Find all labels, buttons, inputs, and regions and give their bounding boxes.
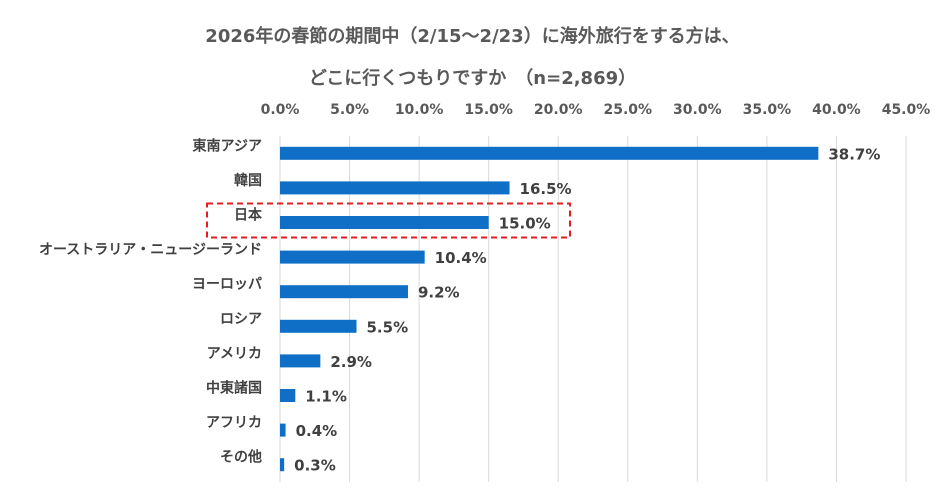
bar xyxy=(280,319,357,333)
data-label: 0.3% xyxy=(294,457,336,475)
category-label: 日本 xyxy=(234,207,263,224)
chart-title-line2: どこに行くつもりですか （n=2,869） xyxy=(308,68,637,89)
data-label: 5.5% xyxy=(367,318,409,336)
bar xyxy=(280,458,285,472)
category-label: オーストラリア・ニュージーランド xyxy=(39,242,262,258)
data-label: 15.0% xyxy=(499,215,551,233)
category-label: 韓国 xyxy=(234,172,262,189)
category-labels: 東南アジア韓国日本オーストラリア・ニュージーランドヨーロッパロシアアメリカ中東諸… xyxy=(39,137,263,465)
bars xyxy=(280,146,819,472)
bar xyxy=(280,216,489,229)
category-label: アフリカ xyxy=(206,415,262,431)
x-tick-label: 5.0% xyxy=(330,102,369,118)
category-label: その他 xyxy=(220,449,262,466)
data-label: 2.9% xyxy=(330,353,372,371)
category-label: 中東諸国 xyxy=(206,380,262,397)
highlight xyxy=(206,202,571,239)
x-tick-label: 20.0% xyxy=(534,102,583,118)
category-label: ロシア xyxy=(220,311,262,327)
x-tick-label: 30.0% xyxy=(673,102,722,118)
bar xyxy=(280,146,819,160)
x-tick-label: 45.0% xyxy=(882,102,931,118)
bar xyxy=(280,389,296,402)
bar xyxy=(280,285,408,299)
bar xyxy=(280,250,425,264)
data-label: 38.7% xyxy=(828,145,880,163)
x-tick-label: 40.0% xyxy=(812,102,861,118)
data-label: 10.4% xyxy=(435,249,487,267)
x-tick-label: 35.0% xyxy=(743,102,792,118)
bar xyxy=(280,423,286,437)
data-label: 16.5% xyxy=(520,180,572,198)
x-tick-label: 10.0% xyxy=(395,102,444,118)
x-tick-label: 0.0% xyxy=(261,102,300,118)
x-axis-ticks: 0.0% 5.0% 10.0% 15.0% 20.0% 25.0% 30.0% 35.0% 40… xyxy=(261,102,931,118)
x-tick-label: 25.0% xyxy=(603,102,652,118)
data-label: 1.1% xyxy=(305,388,347,406)
category-label: 東南アジア xyxy=(193,137,262,154)
data-label: 9.2% xyxy=(418,284,460,302)
category-label: アメリカ xyxy=(207,346,262,362)
data-labels: 38.7% 16.5% 15.0% 10.4% 9.2% 5.5% 2.9% 1.1% 0.4%… xyxy=(294,145,880,474)
bar xyxy=(280,181,510,195)
chart-title-line1: 2026年の春節の期間中（2/15～2/23）に海外旅行をする方は、 xyxy=(205,26,740,47)
data-label: 0.4% xyxy=(296,422,338,440)
category-label: ヨーロッパ xyxy=(192,277,262,293)
highlight-box xyxy=(206,202,571,239)
x-tick-label: 15.0% xyxy=(464,102,513,118)
bar xyxy=(280,354,321,368)
